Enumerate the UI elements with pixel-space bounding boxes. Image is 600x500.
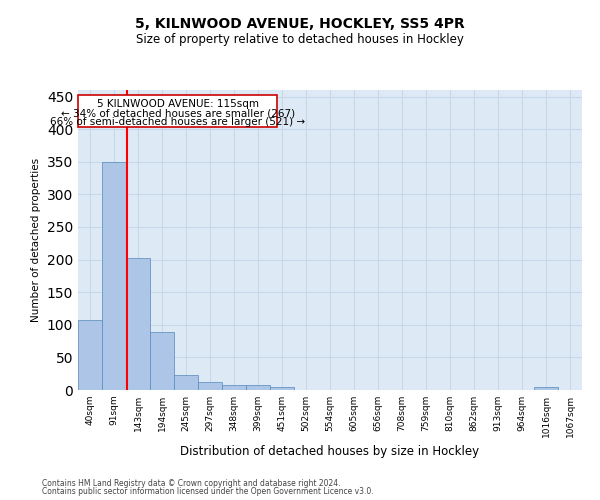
Text: 5 KILNWOOD AVENUE: 115sqm: 5 KILNWOOD AVENUE: 115sqm [97, 99, 259, 109]
Bar [150, 332, 174, 390]
Bar [102, 162, 126, 390]
Text: Size of property relative to detached houses in Hockley: Size of property relative to detached ho… [136, 32, 464, 46]
Bar [198, 382, 222, 390]
Text: ← 34% of detached houses are smaller (267): ← 34% of detached houses are smaller (26… [61, 108, 295, 118]
Text: Contains HM Land Registry data © Crown copyright and database right 2024.: Contains HM Land Registry data © Crown c… [42, 478, 341, 488]
Text: Contains public sector information licensed under the Open Government Licence v3: Contains public sector information licen… [42, 487, 374, 496]
Text: 66% of semi-detached houses are larger (521) →: 66% of semi-detached houses are larger (… [50, 118, 305, 128]
Y-axis label: Number of detached properties: Number of detached properties [31, 158, 41, 322]
Bar [174, 375, 198, 390]
Bar [534, 388, 558, 390]
X-axis label: Distribution of detached houses by size in Hockley: Distribution of detached houses by size … [181, 446, 479, 458]
Bar [270, 386, 294, 390]
FancyBboxPatch shape [78, 95, 277, 127]
Bar [78, 320, 102, 390]
Text: 5, KILNWOOD AVENUE, HOCKLEY, SS5 4PR: 5, KILNWOOD AVENUE, HOCKLEY, SS5 4PR [135, 18, 465, 32]
Bar [246, 385, 270, 390]
Bar [222, 385, 246, 390]
Bar [126, 258, 150, 390]
